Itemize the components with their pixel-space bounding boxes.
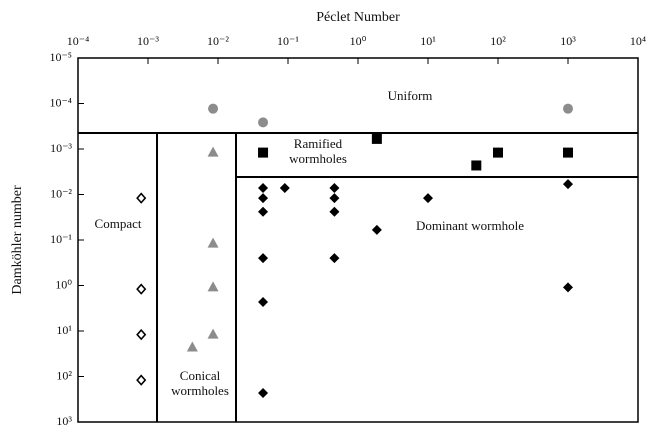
x-tick-label: 10⁻²	[207, 34, 229, 48]
y-tick-label: 10⁻³	[50, 141, 72, 155]
data-point	[258, 296, 269, 307]
data-point	[207, 281, 219, 292]
data-point	[207, 237, 219, 248]
data-point	[136, 283, 147, 295]
data-point	[563, 282, 573, 293]
y-tick-label: 10²	[56, 368, 72, 382]
data-point	[258, 206, 269, 217]
y-tick-label: 10⁻⁵	[49, 50, 72, 64]
data-point	[136, 192, 147, 204]
data-point	[207, 146, 219, 157]
region-label: Conical wormholes	[171, 368, 229, 398]
region-label: Ramified wormholes	[289, 136, 347, 166]
data-point	[208, 103, 219, 114]
y-tick-label: 10⁻²	[50, 186, 72, 200]
data-point	[258, 387, 269, 398]
y-tick-label: 10³	[56, 414, 72, 426]
data-point	[471, 160, 482, 171]
region-label: Dominant wormhole	[416, 218, 524, 233]
x-tick-label: 10⁴	[630, 34, 646, 48]
data-point	[329, 193, 340, 204]
data-point	[258, 117, 269, 128]
data-point	[563, 103, 573, 114]
data-point	[371, 224, 382, 235]
region-label: Uniform	[387, 88, 433, 103]
data-point	[136, 328, 147, 341]
data-point	[186, 341, 198, 352]
data-point	[371, 133, 382, 144]
data-point	[329, 253, 340, 264]
data-point	[258, 253, 269, 264]
x-tick-label: 10⁻⁴	[67, 34, 90, 48]
data-point	[563, 147, 573, 158]
x-tick-label: 10⁰	[350, 34, 367, 48]
y-tick-label: 10¹	[56, 323, 72, 337]
data-point	[563, 179, 573, 190]
x-tick-label: 10²	[490, 34, 506, 48]
x-tick-label: 10⁻³	[137, 34, 159, 48]
x-tick-label: 10¹	[420, 34, 436, 48]
y-tick-label: 10⁻⁴	[49, 95, 72, 109]
region-label: Compact	[94, 216, 142, 231]
data-point	[423, 193, 433, 204]
x-tick-label: 10³	[560, 34, 576, 48]
data-point	[136, 374, 147, 386]
y-tick-label: 10⁻¹	[50, 232, 72, 246]
data-point	[493, 147, 503, 158]
data-point	[258, 147, 269, 158]
y-tick-label: 10⁰	[55, 277, 72, 291]
data-point	[258, 193, 269, 204]
data-point	[329, 206, 340, 217]
data-point	[258, 183, 269, 194]
data-point	[279, 183, 290, 194]
x-tick-label: 10⁻¹	[277, 34, 299, 48]
data-point	[329, 183, 340, 194]
y-axis-title: Damköhler number	[10, 185, 25, 295]
x-axis-title: Péclet Number	[316, 10, 400, 25]
data-point	[207, 328, 219, 339]
